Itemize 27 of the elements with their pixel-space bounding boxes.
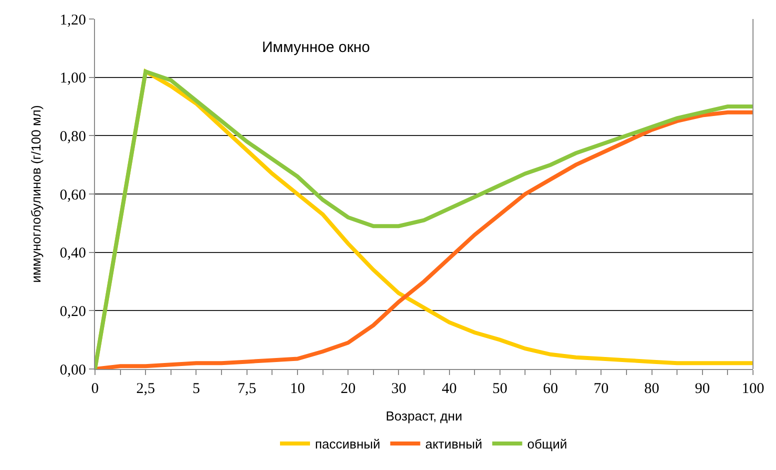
y-tick-label: 0,80: [60, 128, 86, 145]
x-tick-label: 20: [340, 381, 356, 397]
legend-label: общий: [527, 436, 568, 452]
x-axis-title: Возраст, дни: [386, 408, 462, 424]
y-tick-label: 0,00: [60, 362, 86, 378]
x-tick-label: 70: [594, 381, 609, 397]
annotation: Иммунное окно: [262, 39, 370, 56]
legend-label: пассивный: [315, 436, 380, 452]
x-tick-label: 10: [290, 381, 305, 397]
y-tick-label: 0,60: [60, 187, 86, 204]
x-tick-label: 7,5: [237, 381, 256, 397]
x-tick-label: 5: [192, 381, 200, 397]
y-axis-title: иммуноглобулинов (г/100 мл): [28, 105, 44, 283]
y-tick-label: 1,20: [60, 12, 86, 28]
x-tick-label: 0: [91, 381, 99, 397]
y-tick-label: 0,20: [60, 304, 86, 320]
y-tick-label: 1,00: [60, 70, 86, 87]
y-tick-label: 0,40: [60, 246, 86, 262]
legend-label: активный: [425, 436, 482, 452]
x-tick-label: 100: [742, 381, 764, 397]
x-tick-label: 80: [644, 381, 660, 397]
x-tick-label: 50: [492, 381, 508, 397]
x-tick-label: 60: [543, 381, 558, 397]
x-tick-label: 30: [391, 381, 406, 397]
x-tick-label: 40: [442, 381, 457, 397]
x-tick-label: 2,5: [136, 381, 155, 397]
x-tick-label: 90: [694, 381, 710, 397]
